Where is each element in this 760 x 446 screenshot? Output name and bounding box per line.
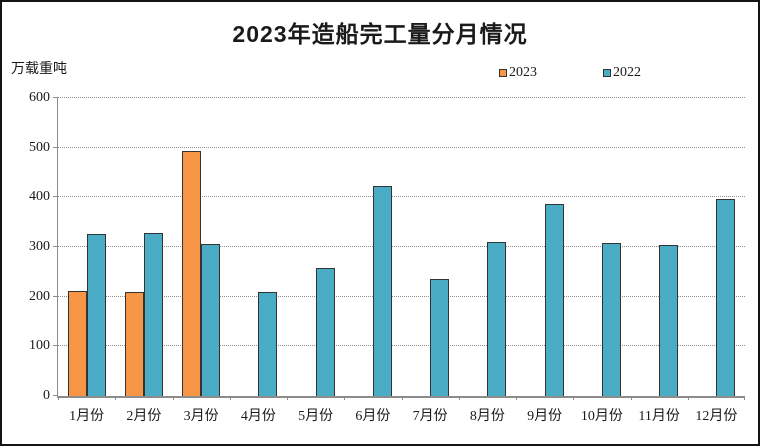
x-axis-label-1月份: 1月份 — [69, 409, 105, 424]
bar-2022-1月份 — [86, 234, 106, 396]
x-axis-tick-6 — [401, 396, 403, 400]
legend-item-2023: 2023 — [499, 65, 537, 81]
gridline-300 — [58, 246, 745, 247]
x-axis-label-12月份: 12月份 — [695, 409, 738, 424]
y-axis-tick-400 — [53, 196, 58, 198]
x-axis-label-10月份: 10月份 — [580, 409, 623, 424]
bar-2023-2月份 — [124, 291, 144, 396]
x-axis-label-8月份: 8月份 — [469, 409, 505, 424]
gridline-400 — [58, 196, 745, 198]
bar-2022-10月份 — [601, 243, 621, 396]
x-axis-tick-9 — [573, 396, 575, 400]
bar-2022-9月份 — [544, 204, 564, 396]
bar-2023-1月份 — [67, 291, 87, 396]
bar-2022-4月份 — [258, 292, 278, 396]
x-axis-label-5月份: 5月份 — [298, 409, 334, 424]
bar-2022-8月份 — [487, 242, 507, 396]
gridline-500 — [58, 146, 745, 148]
legend-label-2023: 2023 — [509, 65, 537, 80]
y-axis-label-200: 200 — [29, 288, 50, 304]
plot-area: 0 100 200 300 400 500 600 1月份 2月份 3月份 4月份 5月份 6月份 7月份… — [29, 90, 745, 424]
bar-2023-3月份 — [182, 150, 202, 396]
x-axis-tick-10 — [630, 396, 632, 400]
x-axis-tick-5 — [344, 396, 346, 400]
x-axis-tick-7 — [458, 396, 460, 400]
x-axis-label-11月份: 11月份 — [638, 409, 680, 424]
y-axis-tick-200 — [53, 295, 58, 297]
gridline-200 — [58, 295, 745, 297]
gridline-100 — [58, 345, 745, 347]
y-axis-tick-300 — [53, 246, 58, 247]
x-axis-tick-4 — [287, 396, 288, 400]
bar-2022-5月份 — [315, 268, 335, 396]
y-axis-label-0: 0 — [43, 388, 50, 403]
y-axis-label-100: 100 — [29, 338, 50, 354]
x-axis-tick-2 — [172, 396, 174, 400]
y-axis-label-400: 400 — [29, 189, 50, 205]
x-axis-tick-8 — [516, 396, 517, 400]
x-axis-label-4月份: 4月份 — [240, 409, 276, 424]
x-axis-tick-0 — [58, 396, 59, 400]
y-axis-tick-0 — [53, 395, 58, 396]
bar-2022-3月份 — [201, 243, 221, 396]
legend-swatch-2023-icon — [499, 69, 507, 77]
bar-2022-7月份 — [430, 279, 450, 396]
chart-title: 2023年造船完工量分月情况 — [232, 21, 528, 47]
gridline-600 — [58, 97, 745, 98]
x-axis-tick-12 — [744, 396, 745, 400]
x-axis-tick-11 — [687, 396, 689, 400]
legend: 2023 2022 — [499, 65, 641, 81]
legend-item-2022: 2022 — [603, 65, 641, 81]
bar-2022-2月份 — [143, 233, 163, 396]
x-axis-label-6月份: 6月份 — [355, 409, 391, 424]
legend-swatch-2022-icon — [603, 69, 611, 77]
y-axis-label-500: 500 — [29, 139, 50, 155]
x-axis-tick-1 — [115, 396, 117, 400]
x-axis-label-7月份: 7月份 — [412, 409, 448, 424]
x-axis-label-3月份: 3月份 — [183, 409, 219, 424]
y-axis-tick-500 — [53, 146, 58, 148]
y-axis-label-300: 300 — [29, 239, 50, 254]
y-axis-unit-label: 万载重吨 — [11, 62, 67, 77]
x-axis-label-2月份: 2月份 — [126, 409, 162, 424]
x-axis-label-9月份: 9月份 — [527, 409, 563, 424]
y-axis-tick-100 — [53, 345, 58, 347]
y-axis-label-600: 600 — [29, 90, 50, 105]
bar-2022-11月份 — [659, 245, 679, 396]
y-axis-tick-600 — [53, 97, 58, 98]
bar-2022-12月份 — [716, 198, 736, 396]
x-axis-tick-3 — [229, 396, 231, 400]
legend-label-2022: 2022 — [613, 65, 641, 80]
bar-2022-6月份 — [372, 186, 392, 396]
